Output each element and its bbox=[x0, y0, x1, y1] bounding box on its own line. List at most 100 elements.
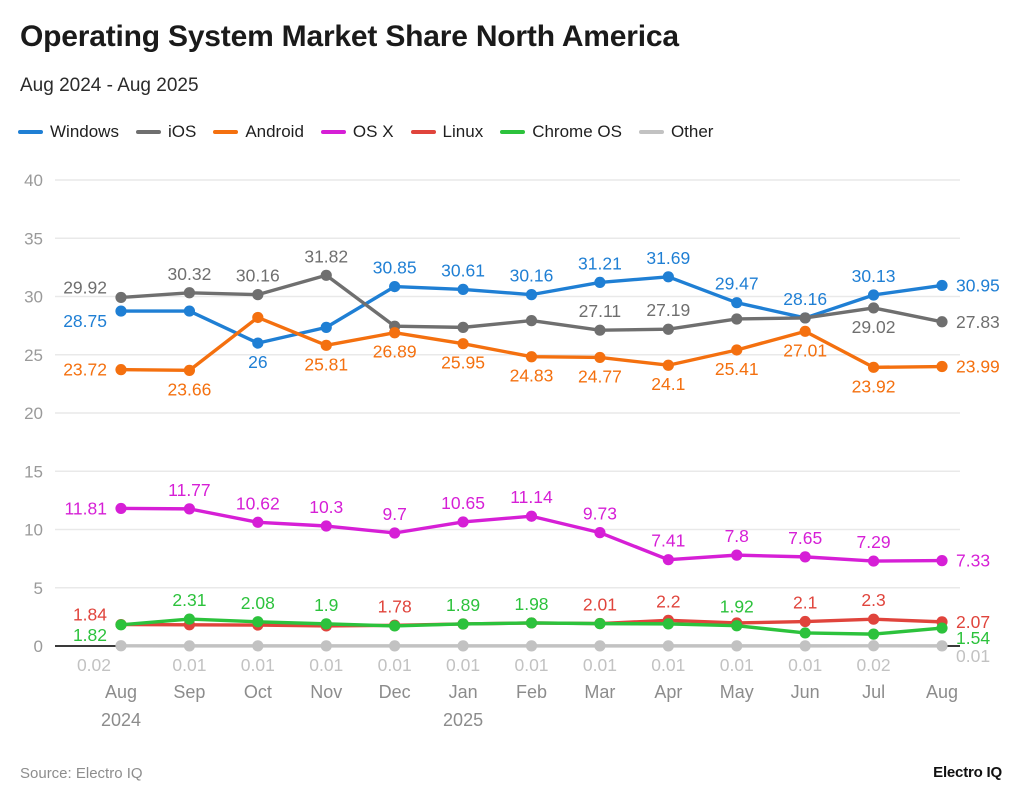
data-point[interactable] bbox=[936, 555, 948, 567]
data-point[interactable] bbox=[389, 620, 401, 632]
data-point[interactable] bbox=[662, 271, 674, 283]
data-point[interactable] bbox=[183, 287, 196, 299]
data-point[interactable] bbox=[525, 617, 538, 629]
data-point[interactable] bbox=[594, 618, 606, 630]
data-label: 27.11 bbox=[579, 301, 622, 321]
data-point[interactable] bbox=[115, 364, 127, 376]
data-point[interactable] bbox=[525, 510, 538, 522]
data-point[interactable] bbox=[252, 640, 264, 652]
data-point[interactable] bbox=[115, 291, 127, 304]
data-point[interactable] bbox=[183, 503, 196, 515]
data-point[interactable] bbox=[936, 360, 948, 373]
data-point[interactable] bbox=[320, 520, 332, 532]
data-point[interactable] bbox=[252, 516, 264, 528]
data-point[interactable] bbox=[389, 527, 401, 539]
data-point[interactable] bbox=[799, 627, 811, 639]
data-point[interactable] bbox=[320, 618, 332, 630]
data-point[interactable] bbox=[731, 620, 743, 632]
legend-item-chrome-os[interactable]: Chrome OS bbox=[500, 122, 622, 142]
data-point[interactable] bbox=[457, 321, 469, 333]
data-point[interactable] bbox=[867, 289, 880, 301]
data-point[interactable] bbox=[525, 289, 538, 301]
data-point[interactable] bbox=[867, 361, 880, 373]
data-point[interactable] bbox=[525, 640, 538, 652]
data-point[interactable] bbox=[252, 289, 264, 301]
data-point[interactable] bbox=[594, 276, 606, 289]
data-point[interactable] bbox=[457, 338, 469, 350]
data-point[interactable] bbox=[183, 640, 196, 652]
data-point[interactable] bbox=[936, 279, 948, 292]
data-point[interactable] bbox=[457, 640, 469, 652]
data-point[interactable] bbox=[320, 269, 332, 281]
data-point[interactable] bbox=[799, 312, 811, 324]
data-label: 26.89 bbox=[373, 342, 417, 362]
data-point[interactable] bbox=[252, 337, 264, 349]
legend-label: OS X bbox=[352, 122, 394, 141]
data-point[interactable] bbox=[594, 640, 606, 652]
data-label: 23.66 bbox=[168, 379, 212, 399]
data-point[interactable] bbox=[731, 344, 743, 356]
data-point[interactable] bbox=[731, 313, 743, 325]
data-point[interactable] bbox=[183, 613, 196, 625]
data-point[interactable] bbox=[662, 323, 674, 335]
legend-item-android[interactable]: Android bbox=[213, 122, 304, 142]
data-point[interactable] bbox=[115, 619, 127, 631]
data-point[interactable] bbox=[320, 640, 332, 652]
data-point[interactable] bbox=[457, 516, 469, 528]
data-point[interactable] bbox=[115, 502, 127, 515]
data-point[interactable] bbox=[389, 280, 401, 293]
legend-swatch-icon bbox=[18, 130, 43, 134]
data-label: 24.1 bbox=[651, 374, 685, 394]
data-point[interactable] bbox=[662, 640, 674, 652]
data-point[interactable] bbox=[799, 640, 811, 652]
data-label: 9.73 bbox=[583, 504, 617, 524]
data-point[interactable] bbox=[731, 297, 743, 309]
data-point[interactable] bbox=[320, 339, 332, 351]
data-point[interactable] bbox=[731, 549, 743, 561]
data-point[interactable] bbox=[594, 324, 606, 336]
data-label: 30.61 bbox=[441, 260, 485, 280]
data-label: 2.31 bbox=[172, 590, 206, 610]
data-point[interactable] bbox=[252, 616, 264, 628]
data-point[interactable] bbox=[320, 321, 332, 333]
x-axis-tick-label: Jan bbox=[449, 682, 478, 702]
data-point[interactable] bbox=[594, 527, 606, 539]
legend-item-ios[interactable]: iOS bbox=[135, 122, 196, 142]
data-label: 1.82 bbox=[73, 625, 107, 645]
data-point[interactable] bbox=[525, 315, 538, 327]
data-point[interactable] bbox=[936, 316, 948, 328]
data-point[interactable] bbox=[936, 640, 948, 652]
data-point[interactable] bbox=[867, 640, 880, 652]
data-point[interactable] bbox=[867, 302, 880, 314]
data-point[interactable] bbox=[662, 618, 674, 630]
data-point[interactable] bbox=[799, 615, 811, 628]
data-point[interactable] bbox=[457, 283, 469, 295]
data-point[interactable] bbox=[936, 622, 948, 634]
data-label: 7.33 bbox=[956, 551, 990, 571]
data-point[interactable] bbox=[594, 351, 606, 364]
data-point[interactable] bbox=[457, 618, 469, 630]
data-point[interactable] bbox=[867, 628, 880, 640]
legend-item-linux[interactable]: Linux bbox=[410, 122, 483, 142]
data-point[interactable] bbox=[731, 640, 743, 652]
data-point[interactable] bbox=[115, 305, 127, 317]
data-point[interactable] bbox=[662, 554, 674, 566]
data-point[interactable] bbox=[867, 555, 880, 567]
data-point[interactable] bbox=[525, 351, 538, 363]
data-label: 30.32 bbox=[168, 264, 212, 284]
legend-item-os-x[interactable]: OS X bbox=[320, 122, 394, 142]
data-point[interactable] bbox=[662, 359, 674, 371]
data-point[interactable] bbox=[183, 305, 196, 317]
x-axis-tick-label: Aug bbox=[926, 682, 958, 702]
data-point[interactable] bbox=[799, 325, 811, 337]
data-point[interactable] bbox=[183, 364, 196, 376]
data-label: 1.78 bbox=[378, 596, 412, 616]
data-point[interactable] bbox=[799, 551, 811, 563]
data-point[interactable] bbox=[115, 640, 127, 652]
legend-item-windows[interactable]: Windows bbox=[18, 122, 119, 142]
data-point[interactable] bbox=[389, 327, 401, 339]
data-point[interactable] bbox=[252, 311, 264, 324]
data-point[interactable] bbox=[389, 640, 401, 652]
legend-item-other[interactable]: Other bbox=[638, 122, 713, 142]
data-point[interactable] bbox=[867, 613, 880, 625]
